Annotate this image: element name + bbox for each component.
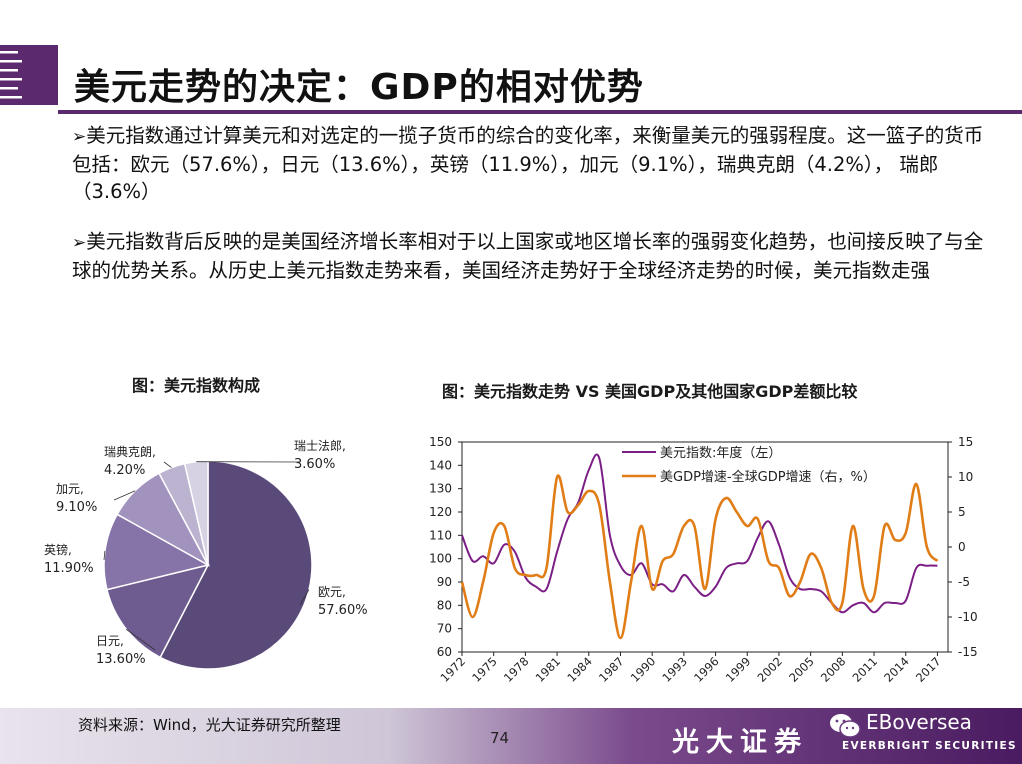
bullet-arrow-icon: ➢ <box>72 233 87 253</box>
x-axis-tick-label: 1987 <box>596 654 627 685</box>
x-axis-tick-label: 1993 <box>659 654 690 685</box>
bullet-text-1: 美元指数通过计算美元和对选定的一揽子货币的综合的变化率，来衡量美元的强弱程度。这… <box>72 124 984 203</box>
x-axis-tick-label: 2017 <box>913 654 944 685</box>
legend-label-1: 美GDP增速-全球GDP增速（右，%） <box>660 469 876 485</box>
bullet-text-2: 美元指数背后反映的是美国经济增长率相对于以上国家或地区增长率的强弱变化趋势，也间… <box>72 230 984 282</box>
pie-value-label-3: 9.10% <box>56 500 97 515</box>
x-axis-tick-label: 2005 <box>786 654 817 685</box>
right-axis-tick-label: 5 <box>958 505 966 519</box>
bullet-paragraph-1: ➢美元指数通过计算美元和对选定的一揽子货币的综合的变化率，来衡量美元的强弱程度。… <box>72 122 992 205</box>
right-axis-tick-label: -15 <box>958 645 978 659</box>
pie-value-label-4: 4.20% <box>104 463 145 478</box>
pie-value-label-2: 11.90% <box>44 561 94 576</box>
left-axis-tick-label: 90 <box>437 575 452 589</box>
pie-label-3: 加元, <box>56 482 84 496</box>
line-chart-title: 图：美元指数走势 VS 美国GDP及其他国家GDP差额比较 <box>442 382 858 401</box>
line-chart-frame <box>461 441 949 653</box>
pie-leader-line-1 <box>125 628 156 651</box>
pie-slice-4 <box>158 462 209 566</box>
left-axis-tick-label: 120 <box>429 505 452 519</box>
pie-label-2: 英镑, <box>44 542 72 557</box>
pie-slice-3 <box>116 472 210 567</box>
series-line-1 <box>460 474 939 640</box>
bullet-paragraph-2: ➢美元指数背后反映的是美国经济增长率相对于以上国家或地区增长率的强弱变化趋势，也… <box>72 228 992 284</box>
brand-name-en: EVERBRIGHT SECURITIES <box>842 740 1017 752</box>
left-axis-tick-label: 100 <box>429 552 452 566</box>
source-note: 资料来源：Wind，光大证券研究所整理 <box>78 716 341 734</box>
pie-value-label-5: 3.60% <box>294 457 335 472</box>
wechat-icon <box>830 714 861 738</box>
x-axis-tick-label: 1996 <box>691 654 722 685</box>
pie-label-1: 日元, <box>96 634 124 648</box>
pie-chart-title: 图：美元指数构成 <box>132 376 261 395</box>
brand-handle: EBoversea <box>866 710 972 734</box>
x-axis-tick-label: 2014 <box>881 654 912 685</box>
corner-logo-icon <box>0 45 58 105</box>
pie-slice-1 <box>106 563 210 659</box>
x-axis-tick-label: 1978 <box>501 654 532 685</box>
x-axis-tick-label: 2008 <box>818 654 849 685</box>
left-axis-tick-label: 60 <box>437 645 452 659</box>
right-axis-tick-label: 0 <box>958 540 966 554</box>
pie-label-5: 瑞士法郎, <box>294 439 346 453</box>
pie-leader-line-3 <box>113 490 136 501</box>
left-axis-tick-label: 140 <box>429 458 452 472</box>
right-axis-tick-label: 10 <box>958 470 973 484</box>
x-axis-tick-label: 2002 <box>754 654 785 685</box>
left-axis-tick-label: 80 <box>437 598 452 612</box>
right-axis-tick-label: -5 <box>958 575 970 589</box>
pie-leader-line-4 <box>163 461 172 468</box>
x-axis-tick-label: 1981 <box>533 654 564 685</box>
pie-label-0: 欧元, <box>318 585 346 599</box>
x-axis-tick-label: 2011 <box>850 654 881 685</box>
pie-slice-0 <box>159 460 313 670</box>
right-axis-tick-label: -10 <box>958 610 978 624</box>
pie-slice-5 <box>183 460 209 566</box>
pie-value-label-0: 57.60% <box>318 603 368 618</box>
left-axis-tick-label: 130 <box>429 482 452 496</box>
title-rule <box>58 110 1022 114</box>
pie-slice-2 <box>103 513 211 591</box>
bullet-arrow-icon: ➢ <box>72 127 87 147</box>
x-axis-tick-label: 1999 <box>723 654 754 685</box>
slide-title: 美元走势的决定：GDP的相对优势 <box>74 67 644 108</box>
pie-label-4: 瑞典克朗, <box>104 445 156 459</box>
pie-value-label-1: 13.60% <box>96 652 146 667</box>
pie-leader-line-0 <box>299 589 310 606</box>
pie-leader-line-2 <box>103 550 106 561</box>
brand-name-cn: 光大证券 <box>672 727 808 758</box>
legend-label-0: 美元指数:年度（左） <box>660 445 781 461</box>
left-axis-tick-label: 70 <box>437 622 452 636</box>
series-line-0 <box>461 453 938 614</box>
x-axis-tick-label: 1984 <box>564 654 595 685</box>
x-axis-tick-label: 1972 <box>438 654 469 685</box>
page-number: 74 <box>490 729 510 747</box>
right-axis-tick-label: 15 <box>958 435 973 449</box>
left-axis-tick-label: 110 <box>429 528 452 542</box>
left-axis-tick-label: 150 <box>429 435 452 449</box>
x-axis-tick-label: 1990 <box>628 654 659 685</box>
x-axis-tick-label: 1975 <box>469 654 500 685</box>
